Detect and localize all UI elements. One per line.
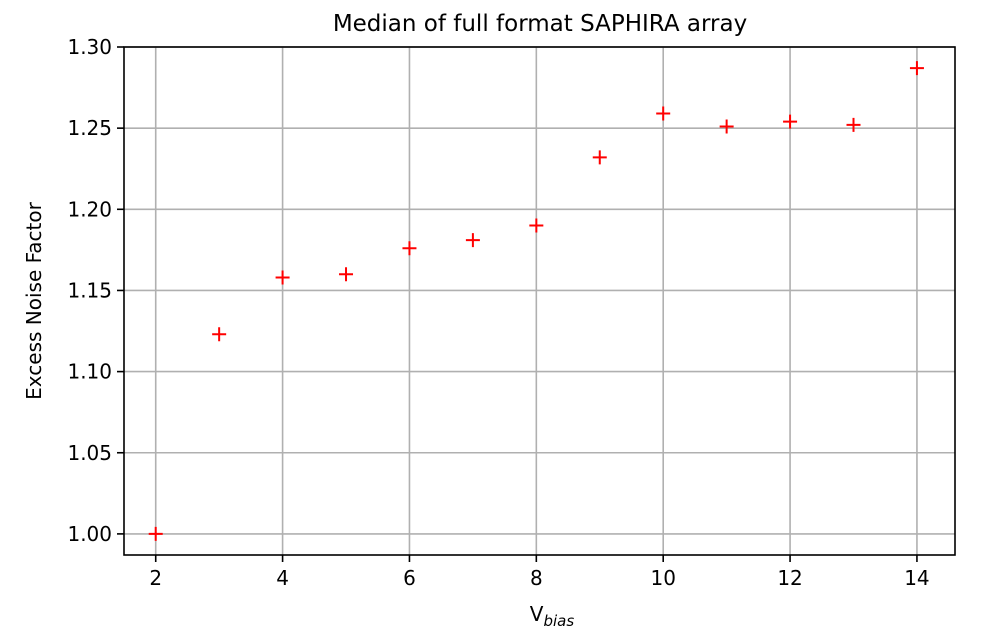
data-point <box>339 267 354 282</box>
x-tick-label: 10 <box>650 566 675 590</box>
data-point <box>719 119 734 134</box>
y-tick-label: 1.00 <box>67 522 112 546</box>
data-point <box>529 218 544 233</box>
x-axis-label: Vbias <box>530 602 575 630</box>
x-tick-label: 12 <box>777 566 802 590</box>
x-axis-label-main: V <box>530 602 544 626</box>
y-tick-label: 1.30 <box>67 35 112 59</box>
data-point <box>275 270 290 285</box>
chart-title: Median of full format SAPHIRA array <box>333 11 747 37</box>
data-point <box>465 233 480 248</box>
data-point <box>592 150 607 165</box>
x-axis-label-subscript: bias <box>543 612 574 630</box>
x-tick-label: 6 <box>403 566 416 590</box>
data-point <box>909 61 924 76</box>
y-axis-label: Excess Noise Factor <box>22 201 46 399</box>
x-axis-ticks: 2 4 6 8 10 12 14 <box>149 555 930 590</box>
data-points <box>148 61 924 541</box>
x-tick-label: 14 <box>904 566 929 590</box>
data-point <box>846 117 861 132</box>
data-point <box>212 327 227 342</box>
x-tick-label: 8 <box>530 566 543 590</box>
data-point <box>148 526 163 541</box>
x-tick-label: 4 <box>276 566 289 590</box>
y-tick-label: 1.20 <box>67 197 112 221</box>
y-tick-label: 1.15 <box>67 278 112 302</box>
grid <box>124 46 955 555</box>
data-point <box>402 241 417 256</box>
y-tick-label: 1.05 <box>67 441 112 465</box>
plot-frame <box>123 46 956 556</box>
y-tick-label: 1.25 <box>67 116 112 140</box>
x-tick-label: 2 <box>149 566 162 590</box>
y-axis-ticks: 1.00 1.05 1.10 1.15 1.20 1.25 1.30 <box>67 35 124 546</box>
data-point <box>783 114 798 129</box>
data-point <box>656 106 671 121</box>
y-tick-label: 1.10 <box>67 360 112 384</box>
